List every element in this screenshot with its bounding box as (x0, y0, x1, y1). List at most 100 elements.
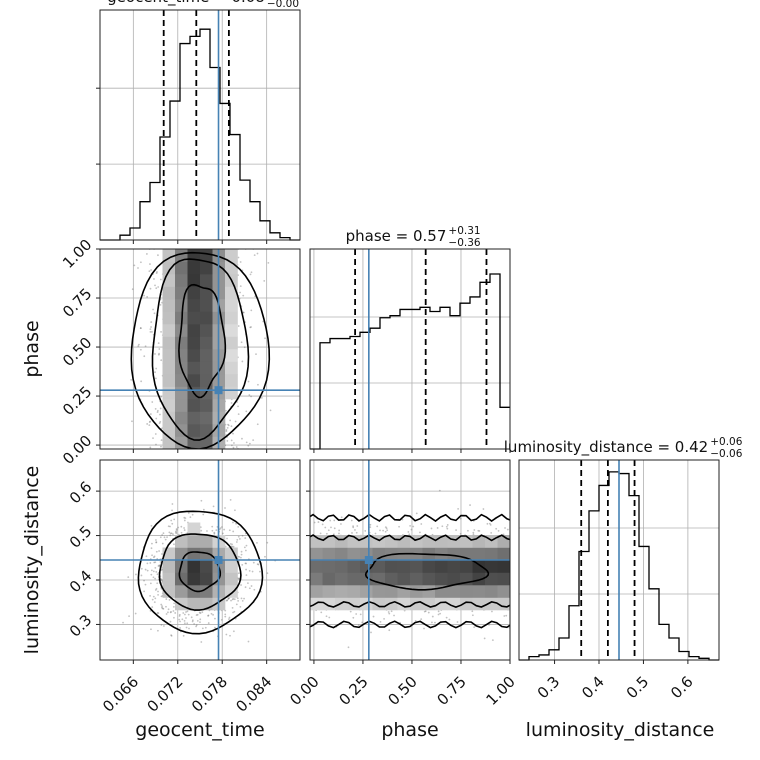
density-cell (200, 336, 213, 350)
density-cell (162, 349, 176, 362)
sample-point (163, 536, 166, 539)
sample-point (225, 409, 227, 412)
sample-point (195, 624, 198, 626)
sample-point (207, 614, 210, 617)
sample-point (139, 327, 142, 329)
sample-point (230, 444, 233, 447)
hist-geocent_time-bg (100, 10, 300, 240)
sample-point (244, 537, 247, 539)
sample-point (148, 424, 151, 426)
sample-point (150, 628, 152, 631)
hist-panel-geocent_time (96, 9, 301, 244)
sample-point (255, 353, 257, 356)
sample-point (228, 618, 230, 621)
sample-point (267, 262, 270, 264)
sample-point (456, 621, 459, 623)
sample-point (248, 442, 251, 445)
sample-point (157, 565, 160, 567)
sample-point (247, 380, 250, 383)
density-cell (187, 274, 201, 287)
sample-point (228, 597, 230, 600)
sample-point (162, 625, 165, 627)
sample-point (224, 545, 227, 548)
sample-point (241, 564, 244, 566)
sample-point (184, 613, 186, 616)
tick-label-y: 0.25 (59, 383, 95, 419)
y-axis-label-luminosity_distance: luminosity_distance (21, 466, 43, 655)
sample-point (393, 614, 395, 617)
sample-point (152, 556, 155, 559)
sample-point (441, 525, 444, 528)
density-cell (335, 560, 348, 573)
hist-phase-frame (309, 248, 511, 450)
sample-point (241, 437, 243, 440)
panel-title-geocent_time: geocent_time = 0.08 (107, 0, 265, 7)
density-cell (187, 424, 201, 437)
sample-point (352, 616, 355, 619)
sample-point (149, 287, 152, 290)
sample-point (239, 291, 242, 294)
sample-point (231, 606, 234, 609)
sample-point (175, 530, 177, 533)
sample-point (250, 309, 253, 312)
density-cell (175, 274, 188, 287)
sample-point (398, 525, 400, 528)
density-cell (225, 324, 238, 337)
sample-point (144, 345, 147, 348)
sample-point (161, 542, 164, 545)
sample-point (382, 529, 385, 532)
sample-point (157, 353, 160, 356)
sample-point (153, 601, 156, 604)
panel-title-plus-luminosity_distance: +0.06 (710, 436, 742, 448)
density-cell (497, 560, 510, 573)
sample-point (256, 252, 259, 255)
sample-point (154, 561, 157, 564)
sample-point (183, 529, 186, 531)
sample-point (133, 264, 136, 267)
sample-point (232, 521, 234, 524)
density-cell (175, 535, 188, 548)
sample-point (156, 573, 159, 576)
density-cell (410, 560, 423, 573)
hist-geocent_time-frame (99, 9, 301, 241)
sample-point (250, 326, 252, 328)
sample-point (202, 513, 205, 516)
density-cell (162, 249, 176, 262)
sample-point (483, 637, 486, 640)
density-cell (200, 424, 213, 437)
sample-point (235, 446, 238, 448)
truth-marker (214, 556, 223, 564)
density-cell (187, 399, 201, 412)
density-cell (187, 349, 201, 362)
sample-point (439, 612, 442, 615)
sample-point (374, 532, 377, 535)
density-cell (435, 547, 448, 561)
sample-point (230, 545, 233, 548)
sample-point (186, 622, 189, 625)
density-cell (187, 374, 201, 387)
sample-point (245, 441, 248, 444)
sample-point (180, 531, 183, 534)
sample-point (472, 531, 475, 534)
density-cell (162, 361, 176, 375)
sample-point (249, 273, 252, 276)
sample-point (491, 610, 493, 613)
density-cell (187, 522, 201, 536)
density-cell (385, 560, 398, 573)
density-cell (485, 572, 498, 586)
density-cell (225, 249, 238, 262)
tick-label-x: 0.066 (99, 673, 142, 716)
sample-point (173, 602, 176, 605)
sample-point (232, 611, 234, 614)
sample-point (150, 269, 153, 271)
sample-point (155, 443, 157, 446)
sample-point (240, 553, 243, 556)
contour-line (364, 552, 490, 591)
sample-point (200, 499, 203, 502)
sample-point (239, 261, 242, 263)
sample-point (227, 423, 229, 426)
density-cell (447, 572, 461, 586)
sample-point (321, 523, 324, 526)
sample-point (325, 532, 328, 535)
density-cell (485, 585, 498, 598)
